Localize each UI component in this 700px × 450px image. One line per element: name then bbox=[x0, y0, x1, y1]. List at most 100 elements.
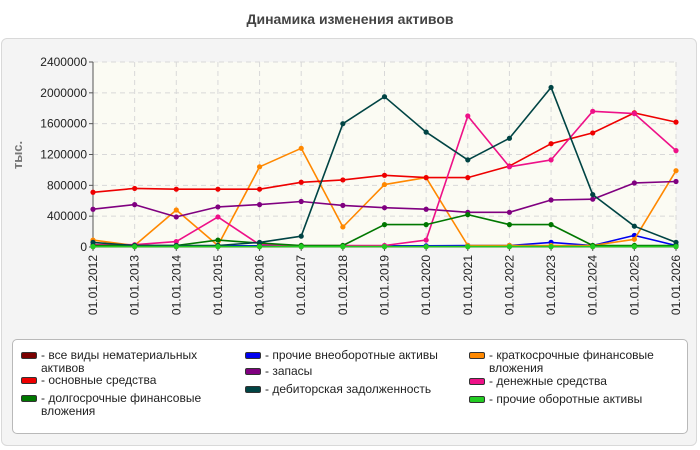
data-point bbox=[631, 223, 637, 229]
data-point bbox=[340, 121, 346, 127]
data-point bbox=[132, 244, 138, 250]
data-point bbox=[381, 205, 388, 211]
x-tick-label: 01.01.2023 bbox=[544, 255, 558, 315]
data-point bbox=[132, 202, 138, 208]
legend-swatch bbox=[245, 386, 261, 393]
y-tick-label: 800000 bbox=[47, 178, 87, 192]
data-point bbox=[340, 244, 346, 250]
data-point bbox=[548, 244, 554, 250]
data-point bbox=[423, 237, 429, 243]
legend-label: - денежные средства bbox=[489, 374, 607, 388]
legend-item: - запасы bbox=[245, 365, 457, 378]
data-point bbox=[298, 145, 304, 151]
x-tick-label: 01.01.2020 bbox=[419, 255, 433, 315]
x-tick-label: 01.01.2024 bbox=[586, 255, 600, 315]
data-point bbox=[590, 196, 596, 202]
data-point bbox=[423, 175, 429, 181]
y-tick-label: 2400000 bbox=[40, 55, 87, 69]
legend-item: - прочие внеоборотные активы bbox=[245, 349, 457, 362]
data-point bbox=[215, 186, 221, 192]
chart-legend: - все виды нематериальных активов - основ… bbox=[12, 339, 688, 434]
legend-swatch bbox=[245, 352, 261, 359]
data-point bbox=[173, 186, 179, 192]
legend-label: - прочие внеоборотные активы bbox=[265, 348, 438, 362]
data-point bbox=[215, 244, 221, 250]
data-point bbox=[381, 94, 388, 100]
data-point bbox=[590, 191, 596, 198]
legend-item: - прочие оборотные активы bbox=[469, 393, 681, 406]
legend-item: - основные средства bbox=[21, 374, 233, 387]
data-point bbox=[590, 108, 596, 114]
line-chart: 0 400000 800000 1200000 1600000 2000000 240000… bbox=[10, 55, 683, 315]
data-point bbox=[340, 202, 346, 208]
legend-swatch bbox=[21, 352, 37, 359]
x-tick-label: 01.01.2012 bbox=[86, 255, 100, 315]
y-tick-label: 1600000 bbox=[40, 117, 87, 131]
data-point bbox=[340, 177, 346, 183]
data-point bbox=[423, 206, 429, 212]
legend-label: - долгосрочные финансовые вложения bbox=[41, 391, 202, 418]
x-tick-label: 01.01.2021 bbox=[461, 255, 475, 315]
data-point bbox=[173, 244, 179, 250]
data-point bbox=[506, 209, 513, 215]
data-point bbox=[215, 214, 221, 220]
data-point bbox=[506, 135, 513, 141]
data-point bbox=[465, 175, 471, 181]
data-point bbox=[90, 239, 96, 245]
x-tick-label: 01.01.2017 bbox=[294, 255, 308, 315]
x-tick-label: 01.01.2026 bbox=[669, 255, 683, 315]
data-point bbox=[631, 236, 637, 242]
y-tick-label: 1200000 bbox=[40, 148, 87, 162]
data-point bbox=[673, 168, 679, 174]
data-point bbox=[673, 148, 679, 154]
data-point bbox=[173, 214, 179, 220]
legend-label: - основные средства bbox=[41, 373, 157, 387]
data-point bbox=[298, 233, 304, 239]
data-point bbox=[90, 244, 96, 250]
x-tick-label: 01.01.2022 bbox=[502, 255, 516, 315]
data-point bbox=[673, 119, 679, 125]
legend-label: - дебиторская задолженность bbox=[265, 382, 432, 396]
x-tick-label: 01.01.2013 bbox=[128, 255, 142, 315]
data-point bbox=[256, 186, 263, 192]
data-point bbox=[506, 164, 513, 170]
data-point bbox=[256, 202, 263, 208]
data-point bbox=[298, 198, 304, 205]
legend-item: - дебиторская задолженность bbox=[245, 383, 457, 396]
data-point bbox=[548, 222, 554, 228]
data-point bbox=[256, 244, 263, 250]
legend-label: - запасы bbox=[265, 364, 313, 378]
legend-swatch bbox=[469, 352, 485, 359]
data-point bbox=[465, 157, 471, 163]
legend-item: - долгосрочные финансовые вложения bbox=[21, 392, 233, 418]
data-point bbox=[423, 244, 429, 250]
data-point bbox=[631, 244, 637, 250]
data-point bbox=[215, 204, 221, 210]
x-tick-label: 01.01.2025 bbox=[627, 255, 641, 315]
data-point bbox=[256, 239, 263, 245]
data-point bbox=[215, 237, 221, 243]
data-point bbox=[673, 244, 679, 250]
data-point bbox=[381, 181, 388, 188]
data-point bbox=[423, 222, 429, 228]
x-tick-label: 01.01.2015 bbox=[211, 255, 225, 315]
data-point bbox=[256, 164, 263, 170]
data-point bbox=[548, 141, 554, 147]
data-point bbox=[465, 244, 471, 250]
chart-title: Динамика изменения активов bbox=[246, 11, 454, 27]
data-point bbox=[173, 239, 179, 245]
data-point bbox=[548, 84, 554, 91]
legend-label: - прочие оборотные активы bbox=[489, 392, 643, 406]
data-point bbox=[631, 180, 637, 186]
legend-item: - все виды нематериальных активов bbox=[21, 349, 233, 375]
data-point bbox=[423, 129, 429, 135]
legend-swatch bbox=[21, 377, 37, 384]
data-point bbox=[298, 244, 304, 250]
data-point bbox=[465, 113, 471, 119]
legend-item: - краткосрочные финансовые вложения bbox=[469, 349, 681, 375]
legend-swatch bbox=[469, 378, 485, 385]
legend-swatch bbox=[245, 368, 261, 375]
data-point bbox=[173, 207, 179, 213]
data-point bbox=[132, 185, 138, 192]
data-point bbox=[90, 189, 96, 195]
